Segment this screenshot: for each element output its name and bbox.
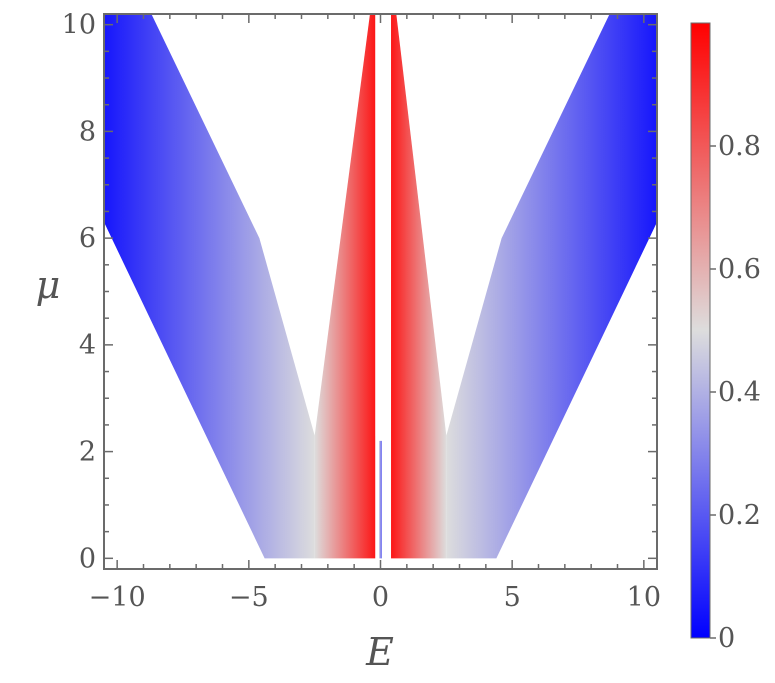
y-tick-label: 6 [79,223,96,254]
inner-band-right [391,14,447,559]
inner-band-left [314,14,376,559]
y-tick-label: 4 [79,330,96,361]
outer-band-left [104,14,315,559]
x-tick-label: 5 [504,582,521,613]
y-tick-label: 2 [79,437,96,468]
colorbar-tick-label: 0.6 [718,254,761,285]
colorbar-tick-label: 0.8 [718,131,761,162]
y-tick-label: 8 [79,116,96,147]
y-tick-label: 10 [62,10,96,41]
x-tick-label: −10 [89,582,146,613]
colorbar-tick-label: 0 [718,623,735,654]
y-tick-label: 0 [79,543,96,574]
colorbar-scale [690,22,711,639]
colorbar: 0 0.2 0.4 0.6 0.8 [690,22,761,654]
y-axis: 0 2 4 6 8 10 [62,10,657,574]
colorbar-ticks: 0 0.2 0.4 0.6 0.8 [710,131,761,654]
x-tick-label: 10 [627,582,661,613]
center-line [379,440,382,559]
x-tick-label: −5 [229,582,269,613]
y-axis-label: μ [36,263,61,307]
outer-band-right [446,14,657,559]
x-tick-label: 0 [372,582,389,613]
colorbar-tick-label: 0.2 [718,500,761,531]
x-axis-label: E [365,630,394,674]
x-axis: −10 −5 0 5 10 [89,14,661,613]
plot-area [104,14,657,559]
colorbar-tick-label: 0.4 [718,377,761,408]
